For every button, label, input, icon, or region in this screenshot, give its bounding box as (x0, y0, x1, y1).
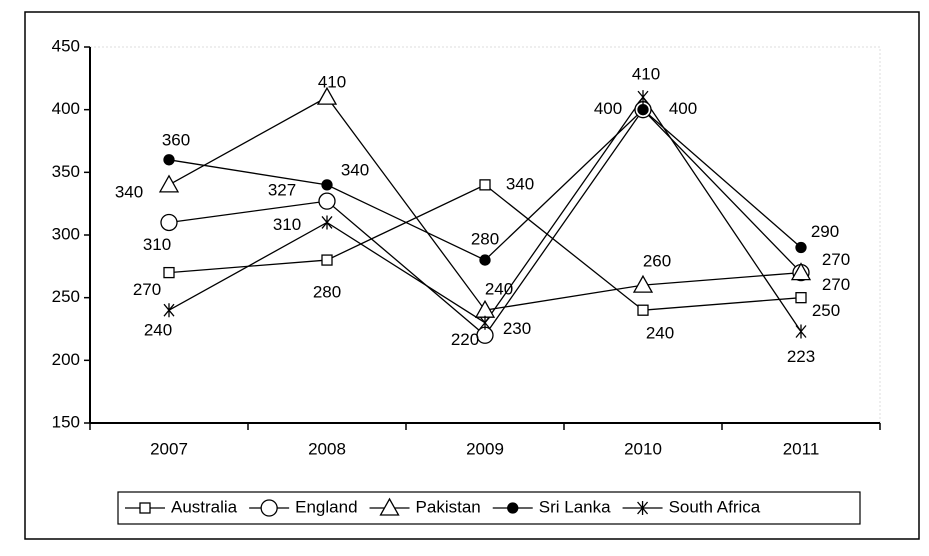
data-label: 250 (812, 301, 840, 320)
data-point (479, 315, 491, 330)
y-tick-label: 450 (52, 36, 80, 55)
data-label: 290 (811, 222, 839, 241)
legend-box (117, 491, 861, 525)
legend-label: Sri Lanka (539, 497, 611, 516)
data-label: 270 (133, 280, 161, 299)
legend-label: South Africa (669, 497, 761, 516)
data-label: 360 (162, 130, 190, 149)
data-label: 340 (341, 160, 369, 179)
legend-label: Australia (171, 497, 238, 516)
y-tick-label: 350 (52, 162, 80, 181)
data-label: 270 (822, 250, 850, 269)
x-tick-label: 2008 (308, 439, 346, 458)
data-point (479, 254, 491, 266)
data-label: 310 (273, 215, 301, 234)
data-label: 220 (451, 330, 479, 349)
data-point (316, 86, 338, 105)
data-label: 240 (646, 324, 674, 343)
data-label: 260 (643, 252, 671, 271)
data-point (632, 274, 654, 293)
data-point (321, 179, 333, 191)
data-point (163, 154, 175, 166)
data-label: 310 (143, 235, 171, 254)
legend-marker (139, 502, 151, 514)
x-tick-label: 2009 (466, 439, 504, 458)
data-point (637, 304, 649, 316)
data-label: 230 (503, 319, 531, 338)
data-point (637, 104, 649, 116)
data-label: 223 (787, 347, 815, 366)
legend-marker (379, 497, 400, 516)
data-label: 240 (485, 280, 513, 299)
data-point (795, 292, 807, 304)
data-point (160, 213, 178, 232)
data-point (637, 90, 649, 105)
x-tick-label: 2007 (150, 439, 188, 458)
y-tick-label: 250 (52, 287, 80, 306)
data-label: 240 (144, 321, 172, 340)
data-point (321, 254, 333, 266)
data-label: 400 (594, 99, 622, 118)
data-label: 270 (822, 275, 850, 294)
legend-label: Pakistan (416, 497, 481, 516)
y-tick-label: 150 (52, 412, 80, 431)
data-point (163, 266, 175, 279)
data-label: 410 (632, 65, 660, 84)
data-label: 410 (318, 73, 346, 92)
data-point (479, 179, 491, 191)
data-point (163, 303, 175, 318)
data-point (318, 192, 336, 210)
data-label: 280 (313, 283, 341, 302)
data-label: 327 (268, 181, 296, 200)
data-point (795, 324, 807, 339)
y-tick-label: 400 (52, 99, 80, 118)
x-tick-label: 2011 (783, 439, 820, 458)
y-tick-label: 300 (52, 224, 80, 243)
y-tick-label: 200 (52, 350, 80, 369)
chart-frame (24, 11, 920, 540)
data-label: 400 (669, 99, 697, 118)
legend-marker (507, 502, 519, 514)
legend-label: England (295, 497, 357, 516)
x-tick-label: 2010 (624, 439, 662, 458)
legend-marker (260, 499, 278, 517)
data-point (790, 262, 812, 281)
data-label: 340 (115, 182, 143, 201)
legend-marker (637, 501, 649, 515)
data-label: 340 (506, 174, 534, 193)
data-point (321, 215, 333, 230)
data-point (158, 174, 180, 193)
data-label: 280 (471, 230, 499, 249)
data-point (795, 241, 807, 254)
